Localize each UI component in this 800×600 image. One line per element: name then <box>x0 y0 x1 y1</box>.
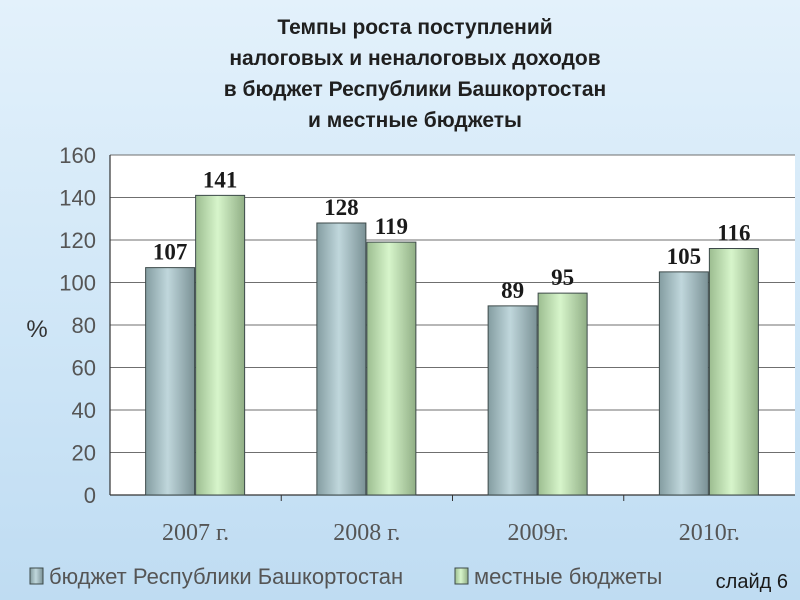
y-tick-label: 80 <box>72 313 96 338</box>
bar <box>366 241 417 496</box>
title-line-3: в бюджет Республики Башкортостан <box>223 78 607 101</box>
bar <box>708 248 759 496</box>
legend-swatch <box>454 567 469 585</box>
data-label: 105 <box>667 244 702 269</box>
bar <box>537 292 588 496</box>
y-tick-label: 20 <box>72 441 96 466</box>
x-tick-label: 2010г. <box>679 520 740 546</box>
legend-swatch <box>29 567 44 585</box>
data-label: 107 <box>153 240 188 265</box>
bar <box>316 222 367 496</box>
data-label: 119 <box>375 214 408 239</box>
y-tick-label: 120 <box>59 228 96 253</box>
y-tick-label: 100 <box>59 271 96 296</box>
legend-label: местные бюджеты <box>474 564 662 589</box>
y-axis-label: % <box>26 316 47 343</box>
bar <box>145 267 196 496</box>
x-tick-label: 2008 г. <box>333 520 400 546</box>
slide-number: слайд 6 <box>715 571 788 593</box>
data-label: 141 <box>203 167 238 192</box>
y-tick-label: 160 <box>59 143 96 168</box>
data-label: 95 <box>551 265 574 290</box>
title-line-4: и местные бюджеты <box>308 109 522 132</box>
x-tick-label: 2009г. <box>508 520 569 546</box>
y-tick-label: 60 <box>72 356 96 381</box>
data-label: 128 <box>324 195 359 220</box>
data-label: 116 <box>717 221 750 246</box>
chart-title: Темпы роста поступлений налоговых и нена… <box>150 12 680 136</box>
bar <box>195 194 246 496</box>
x-tick-label: 2007 г. <box>162 520 229 546</box>
y-tick-label: 0 <box>84 483 96 508</box>
title-line-2: налоговых и неналоговых доходов <box>229 47 601 70</box>
title-line-1: Темпы роста поступлений <box>277 16 553 39</box>
bar <box>487 305 538 496</box>
y-tick-label: 40 <box>72 398 96 423</box>
y-tick-label: 140 <box>59 186 96 211</box>
data-label: 89 <box>501 278 524 303</box>
bar <box>658 271 709 496</box>
legend-label: бюджет Республики Башкортостан <box>49 564 403 589</box>
